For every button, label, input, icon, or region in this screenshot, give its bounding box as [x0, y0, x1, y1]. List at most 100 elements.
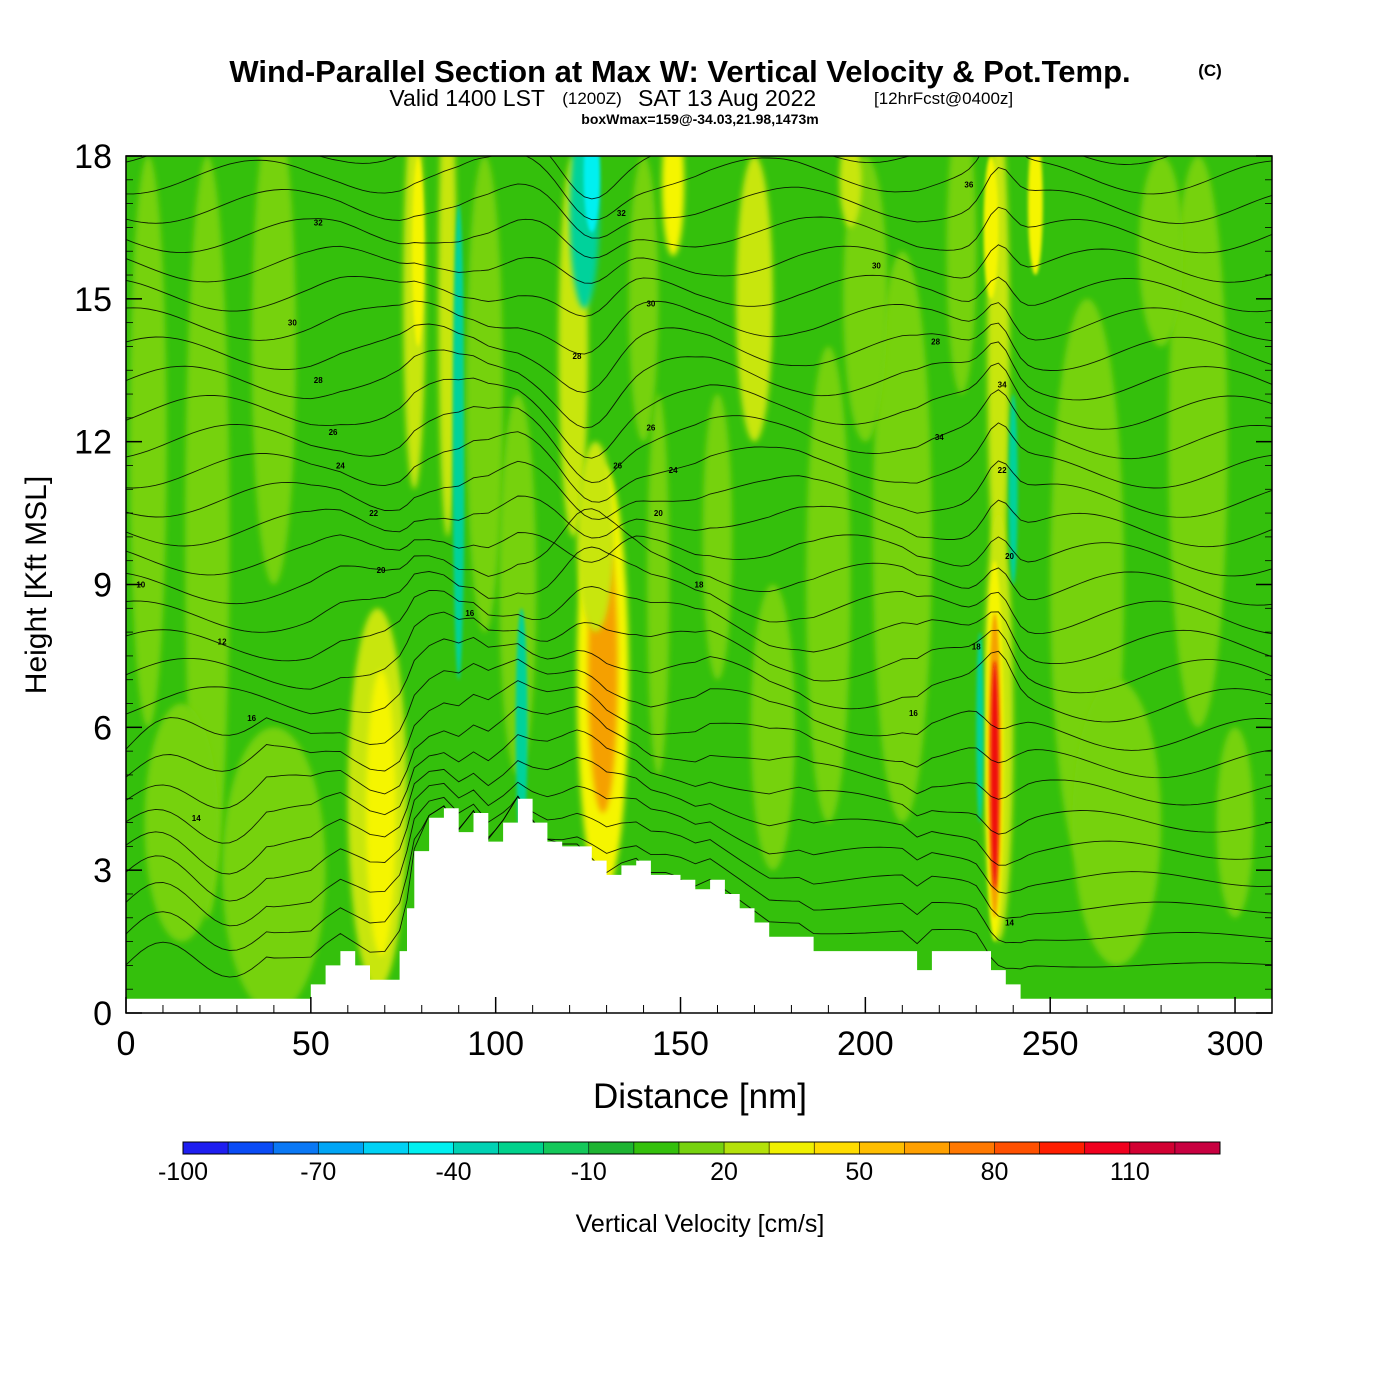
theta-contour-line: [126, 362, 1272, 459]
velocity-region: [499, 394, 537, 775]
contour-label: 30: [288, 319, 297, 328]
x-axis-label: Distance [nm]: [593, 1077, 807, 1116]
theta-contour-line: [126, 508, 1272, 606]
contour-label: 18: [972, 642, 981, 651]
velocity-region: [843, 156, 888, 442]
velocity-region: [1168, 156, 1228, 728]
chart-title: Wind-Parallel Section at Max W: Vertical…: [229, 54, 1130, 89]
velocity-region: [806, 346, 851, 823]
contour-label: 24: [669, 466, 678, 475]
contour-label: 14: [1005, 919, 1014, 928]
plot-area: 1012141620222426283032162826201824263032…: [126, 156, 1272, 1013]
x-tick-label: 100: [467, 1025, 524, 1063]
theta-contour-line: [126, 156, 1272, 221]
theta-contour-line: [126, 460, 1272, 520]
y-tick-label: 12: [74, 424, 112, 462]
velocity-region: [366, 670, 396, 956]
colorbar-tick-label: -10: [571, 1158, 607, 1186]
colorbar-tick-label: 50: [845, 1158, 873, 1186]
colorbar-tick-label: 110: [1110, 1158, 1150, 1186]
velocity-region: [872, 251, 932, 823]
velocity-region: [412, 156, 424, 347]
theta-contour-line: [126, 611, 1272, 694]
theta-contour-line: [126, 300, 1272, 355]
velocity-region: [702, 394, 733, 680]
colorbar-swatch: [1039, 1142, 1086, 1154]
velocity-region: [466, 156, 504, 633]
theta-contour-line: [126, 274, 1272, 317]
contour-label: 28: [314, 376, 323, 385]
velocity-region: [1072, 679, 1162, 966]
contour-label: 26: [329, 428, 338, 437]
x-tick-label: 150: [652, 1025, 709, 1063]
contour-label: 32: [617, 209, 626, 218]
velocity-region: [990, 660, 999, 890]
forecast-info: [12hrFcst@0400z]: [874, 89, 1013, 108]
contour-label: 26: [646, 423, 655, 432]
colorbar-tick-label: -70: [300, 1158, 336, 1186]
velocity-region: [628, 156, 659, 442]
terrain-layer: [126, 798, 1272, 1013]
velocity-region: [583, 156, 600, 233]
velocity-region: [251, 156, 297, 585]
contour-label: 34: [935, 433, 944, 442]
colorbar-swatch: [678, 1142, 725, 1154]
colorbar-swatch: [1129, 1142, 1176, 1154]
theta-contour-line: [126, 795, 1272, 927]
x-tick-label: 50: [292, 1025, 330, 1063]
theta-contours: [126, 156, 1272, 978]
contour-label: 16: [465, 609, 474, 618]
y-tick-label: 6: [93, 709, 112, 747]
x-tick-label: 300: [1207, 1025, 1264, 1063]
theta-contour-line: [126, 637, 1272, 723]
velocity-region: [976, 632, 984, 823]
theta-contour-line: [126, 495, 1272, 548]
velocity-region: [222, 727, 326, 1013]
contour-label: 30: [872, 262, 881, 271]
theta-contour-line: [126, 532, 1272, 577]
contour-label: 34: [998, 381, 1007, 390]
colorbar: -100 -70 -40 -10 20 50 80 110: [158, 1141, 1221, 1186]
velocity-region: [144, 703, 219, 942]
colorbar-swatch: [318, 1142, 364, 1154]
theta-contour-line: [126, 680, 1272, 779]
theta-contour-line: [126, 244, 1272, 284]
colorbar-swatch: [1084, 1142, 1131, 1154]
colorbar-swatch: [543, 1142, 590, 1154]
colorbar-swatch: [363, 1142, 409, 1154]
velocity-region: [839, 156, 862, 228]
x-tick-label: 250: [1022, 1025, 1079, 1063]
theta-contour-line: [126, 756, 1272, 875]
y-axis-label: Height [Kft MSL]: [20, 476, 53, 694]
velocity-region: [438, 156, 457, 537]
contour-label: 24: [336, 461, 345, 470]
colorbar-swatch: [949, 1142, 996, 1154]
colorbar-swatch: [769, 1142, 815, 1154]
colorbar-swatch: [814, 1142, 860, 1154]
contour-label: 16: [909, 709, 918, 718]
theta-contour-line: [126, 341, 1272, 429]
y-tick-label: 18: [74, 138, 112, 176]
colorbar-tick-label: -40: [435, 1158, 471, 1186]
velocity-region: [735, 156, 773, 442]
y-tick-label: 0: [93, 995, 112, 1033]
velocity-region: [452, 203, 465, 680]
colorbar-swatch: [904, 1142, 950, 1154]
copyright-mark: (C): [1198, 61, 1222, 80]
colorbar-frame: [182, 1141, 1221, 1155]
colorbar-swatch: [994, 1142, 1041, 1154]
colorbar-swatch: [859, 1142, 905, 1154]
velocity-region: [1138, 156, 1184, 347]
colorbar-swatch: [183, 1142, 229, 1154]
velocity-region: [662, 156, 685, 256]
velocity-region: [750, 584, 796, 871]
theta-contour-line: [126, 422, 1272, 503]
velocity-region: [647, 394, 670, 775]
contour-label: 12: [218, 638, 227, 647]
colorbar-swatch: [588, 1142, 635, 1154]
theta-contour-line: [126, 166, 1272, 239]
theta-contour-line: [126, 586, 1272, 665]
contour-label: 28: [573, 352, 582, 361]
theta-contour-line: [126, 705, 1272, 810]
theta-contour-line: [126, 206, 1272, 259]
